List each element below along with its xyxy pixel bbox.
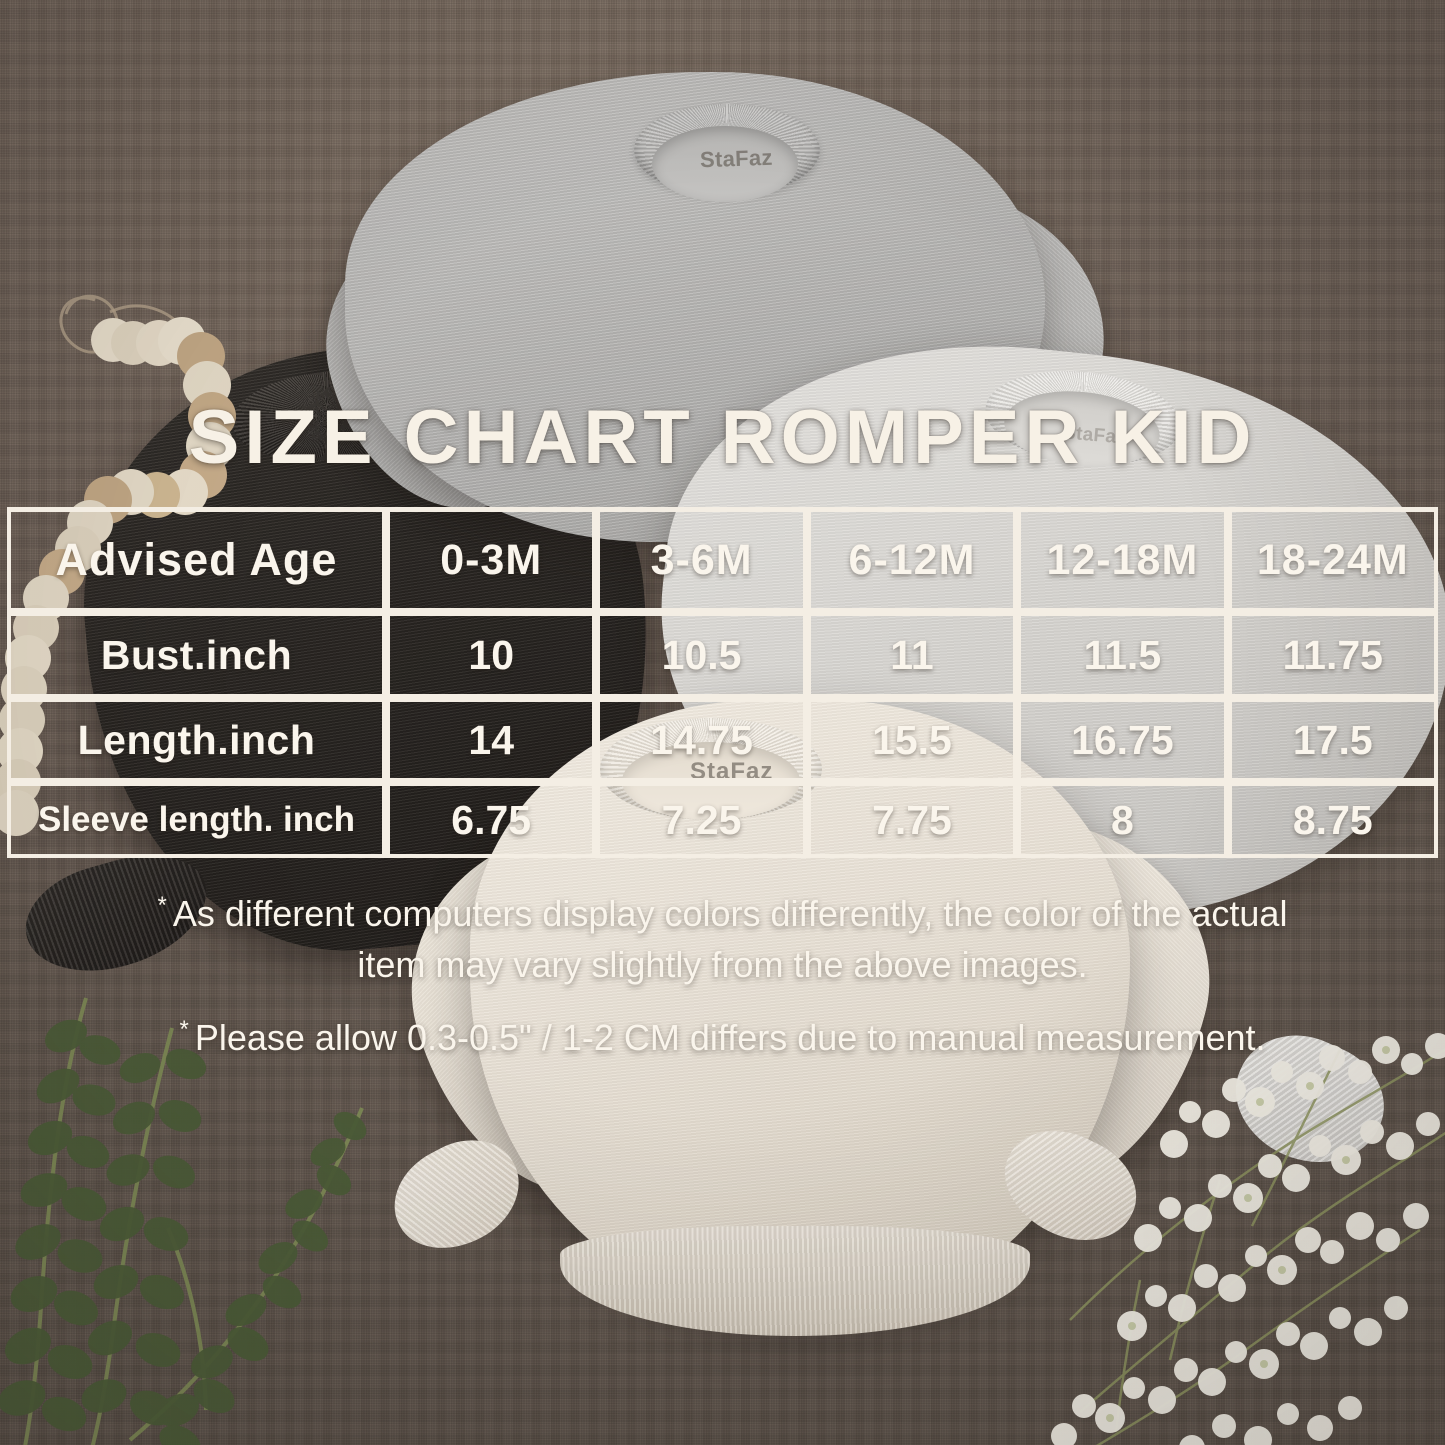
- note-text-3: Please allow 0.3-0.5" / 1-2 CM differs d…: [194, 1017, 1266, 1059]
- cell-age-3-6m: 3-6M: [596, 507, 807, 612]
- grey-sweater-neckline: [652, 126, 798, 202]
- cell-bust-3-6m: 10.5: [596, 612, 807, 698]
- cell-sleeve-0-3m: 6.75: [386, 782, 597, 858]
- cell-length-6-12m: 15.5: [806, 698, 1018, 782]
- note-spacer: [16, 990, 1429, 1012]
- cell-sleeve-3-6m: 7.25: [596, 782, 807, 858]
- babys-breath-flowers-icon: [1051, 1033, 1445, 1445]
- table-row-advised-age: Advised Age 0-3M 3-6M 6-12M 12-18M 18-24…: [7, 507, 1438, 612]
- cell-sleeve-12-18m: 8: [1017, 782, 1228, 858]
- cell-age-18-24m: 18-24M: [1227, 507, 1438, 612]
- eucalyptus-sprig-icon: [0, 997, 367, 1445]
- cell-length-0-3m: 14: [386, 698, 597, 782]
- asterisk-1: *: [157, 892, 167, 919]
- cell-age-12-18m: 12-18M: [1017, 507, 1228, 612]
- cell-length-18-24m: 17.5: [1227, 698, 1438, 782]
- note-line-1: * As different computers display colors d…: [16, 888, 1429, 939]
- size-chart-table: Advised Age 0-3M 3-6M 6-12M 12-18M 18-24…: [7, 507, 1438, 858]
- note-text-2: item may vary slightly from the above im…: [357, 944, 1088, 986]
- cell-bust-18-24m: 11.75: [1227, 612, 1438, 698]
- cell-age-0-3m: 0-3M: [386, 507, 597, 612]
- cell-sleeve-6-12m: 7.75: [806, 782, 1018, 858]
- cell-bust-12-18m: 11.5: [1017, 612, 1228, 698]
- row-label-sleeve-length: Sleeve length. inch: [7, 782, 386, 858]
- cell-length-12-18m: 16.75: [1017, 698, 1228, 782]
- disclaimer-notes: * As different computers display colors d…: [0, 888, 1445, 1063]
- cell-bust-0-3m: 10: [386, 612, 597, 698]
- note-line-3: * Please allow 0.3-0.5" / 1-2 CM differs …: [16, 1012, 1429, 1063]
- table-row-bust: Bust.inch 10 10.5 11 11.5 11.75: [7, 612, 1438, 698]
- row-label-length: Length.inch: [7, 698, 386, 782]
- asterisk-2: *: [179, 1016, 189, 1044]
- note-text-1: As different computers display colors di…: [172, 893, 1288, 934]
- cell-sleeve-18-24m: 8.75: [1227, 782, 1438, 858]
- note-line-2: item may vary slightly from the above im…: [16, 939, 1429, 990]
- page-title: SIZE CHART ROMPER KID: [188, 395, 1257, 480]
- table-row-sleeve-length: Sleeve length. inch 6.75 7.25 7.75 8 8.7…: [7, 782, 1438, 858]
- cell-length-3-6m: 14.75: [596, 698, 807, 782]
- row-label-bust: Bust.inch: [7, 612, 386, 698]
- cell-age-6-12m: 6-12M: [806, 507, 1018, 612]
- table-row-length: Length.inch 14 14.75 15.5 16.75 17.5: [7, 698, 1438, 782]
- cell-bust-6-12m: 11: [806, 612, 1018, 698]
- row-label-advised-age: Advised Age: [7, 507, 386, 612]
